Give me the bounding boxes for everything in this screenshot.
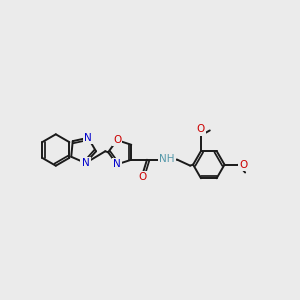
Text: O: O: [197, 124, 205, 134]
Text: N: N: [82, 158, 89, 168]
Text: N: N: [84, 133, 92, 143]
Text: O: O: [138, 172, 146, 182]
Text: NH: NH: [159, 154, 174, 164]
Text: N: N: [113, 159, 121, 170]
Text: O: O: [239, 160, 247, 170]
Text: O: O: [113, 135, 121, 145]
